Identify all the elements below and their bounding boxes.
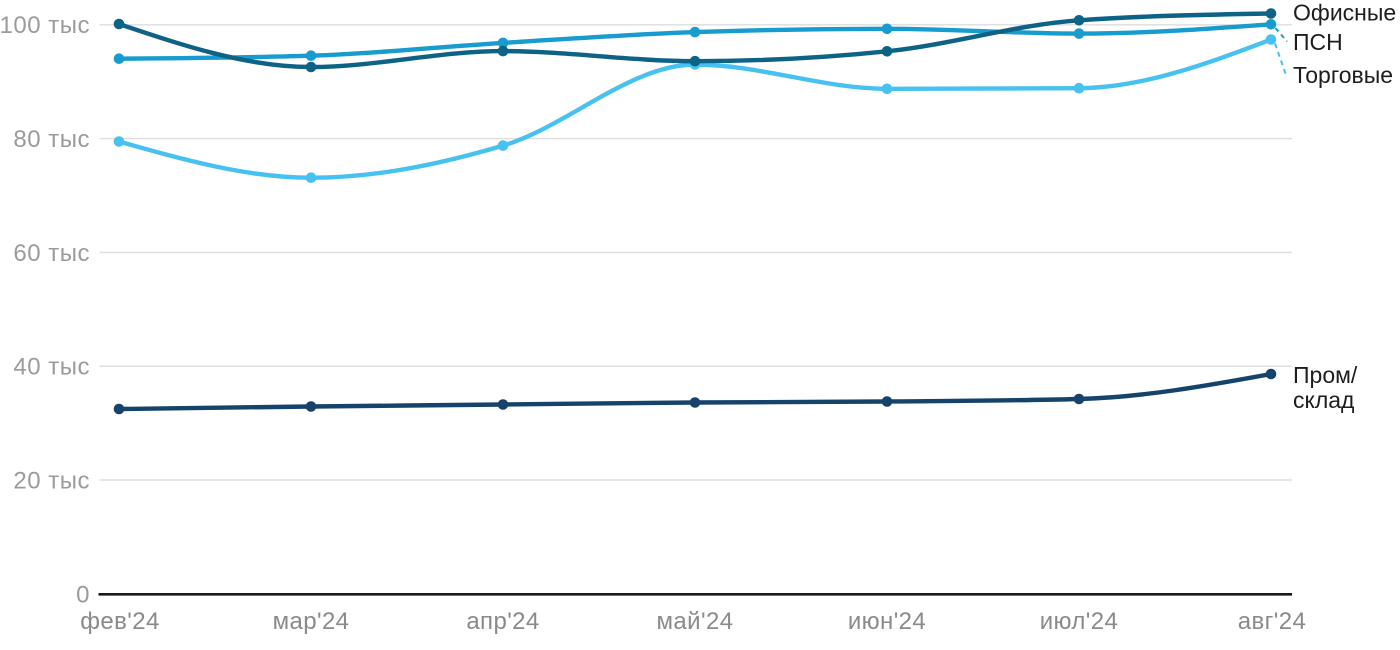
svg-text:80 тыс: 80 тыс (13, 126, 90, 153)
svg-text:июн'24: июн'24 (848, 608, 926, 635)
svg-text:Пром/: Пром/ (1293, 362, 1358, 388)
svg-text:ПСН: ПСН (1293, 29, 1343, 55)
svg-text:60 тыс: 60 тыс (13, 240, 90, 267)
svg-text:40 тыс: 40 тыс (13, 354, 90, 381)
svg-text:Офисные: Офисные (1293, 0, 1396, 25)
svg-text:июл'24: июл'24 (1040, 608, 1119, 635)
svg-text:100 тыс: 100 тыс (0, 12, 90, 39)
svg-text:Торговые: Торговые (1293, 62, 1393, 88)
svg-text:фев'24: фев'24 (80, 608, 160, 635)
svg-text:апр'24: апр'24 (466, 608, 539, 635)
svg-text:склад: склад (1293, 387, 1355, 413)
svg-text:мар'24: мар'24 (273, 608, 350, 635)
svg-text:май'24: май'24 (657, 608, 734, 635)
svg-text:20 тыс: 20 тыс (13, 467, 90, 494)
svg-text:0: 0 (76, 581, 90, 608)
svg-text:авг'24: авг'24 (1238, 608, 1307, 635)
